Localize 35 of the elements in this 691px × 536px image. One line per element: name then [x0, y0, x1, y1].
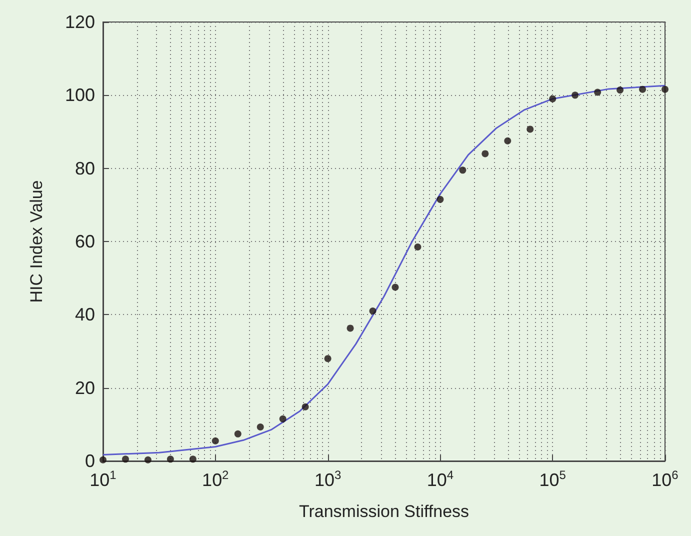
- y-tick-label: 0: [84, 451, 95, 471]
- point: [414, 243, 422, 250]
- point: [526, 126, 534, 133]
- point: [459, 166, 466, 174]
- y-tick-label: 20: [74, 378, 95, 398]
- point: [279, 415, 286, 422]
- point: [369, 308, 376, 315]
- y-tick-label: 40: [74, 304, 95, 325]
- y-tick-label: 100: [64, 85, 95, 106]
- point: [166, 456, 174, 463]
- point: [100, 456, 106, 464]
- point: [594, 88, 602, 96]
- point: [234, 430, 242, 438]
- y-axis-title: HIC Index Value: [27, 180, 46, 303]
- point: [549, 95, 556, 102]
- x-axis-title: Transmission Stiffness: [298, 502, 470, 521]
- point: [436, 196, 444, 203]
- point: [256, 423, 264, 430]
- point: [346, 324, 354, 332]
- point: [324, 355, 332, 362]
- point: [122, 456, 129, 463]
- point: [212, 437, 219, 444]
- point: [662, 86, 668, 93]
- point: [639, 86, 646, 93]
- point: [189, 456, 196, 463]
- point: [482, 150, 489, 158]
- point: [392, 284, 399, 291]
- point: [144, 456, 152, 464]
- point: [616, 86, 624, 94]
- y-tick-label: 60: [74, 232, 95, 252]
- y-tick-label: 120: [64, 12, 95, 32]
- point: [302, 403, 309, 410]
- point: [572, 92, 579, 99]
- point: [504, 137, 512, 144]
- y-tick-label: 80: [74, 158, 95, 178]
